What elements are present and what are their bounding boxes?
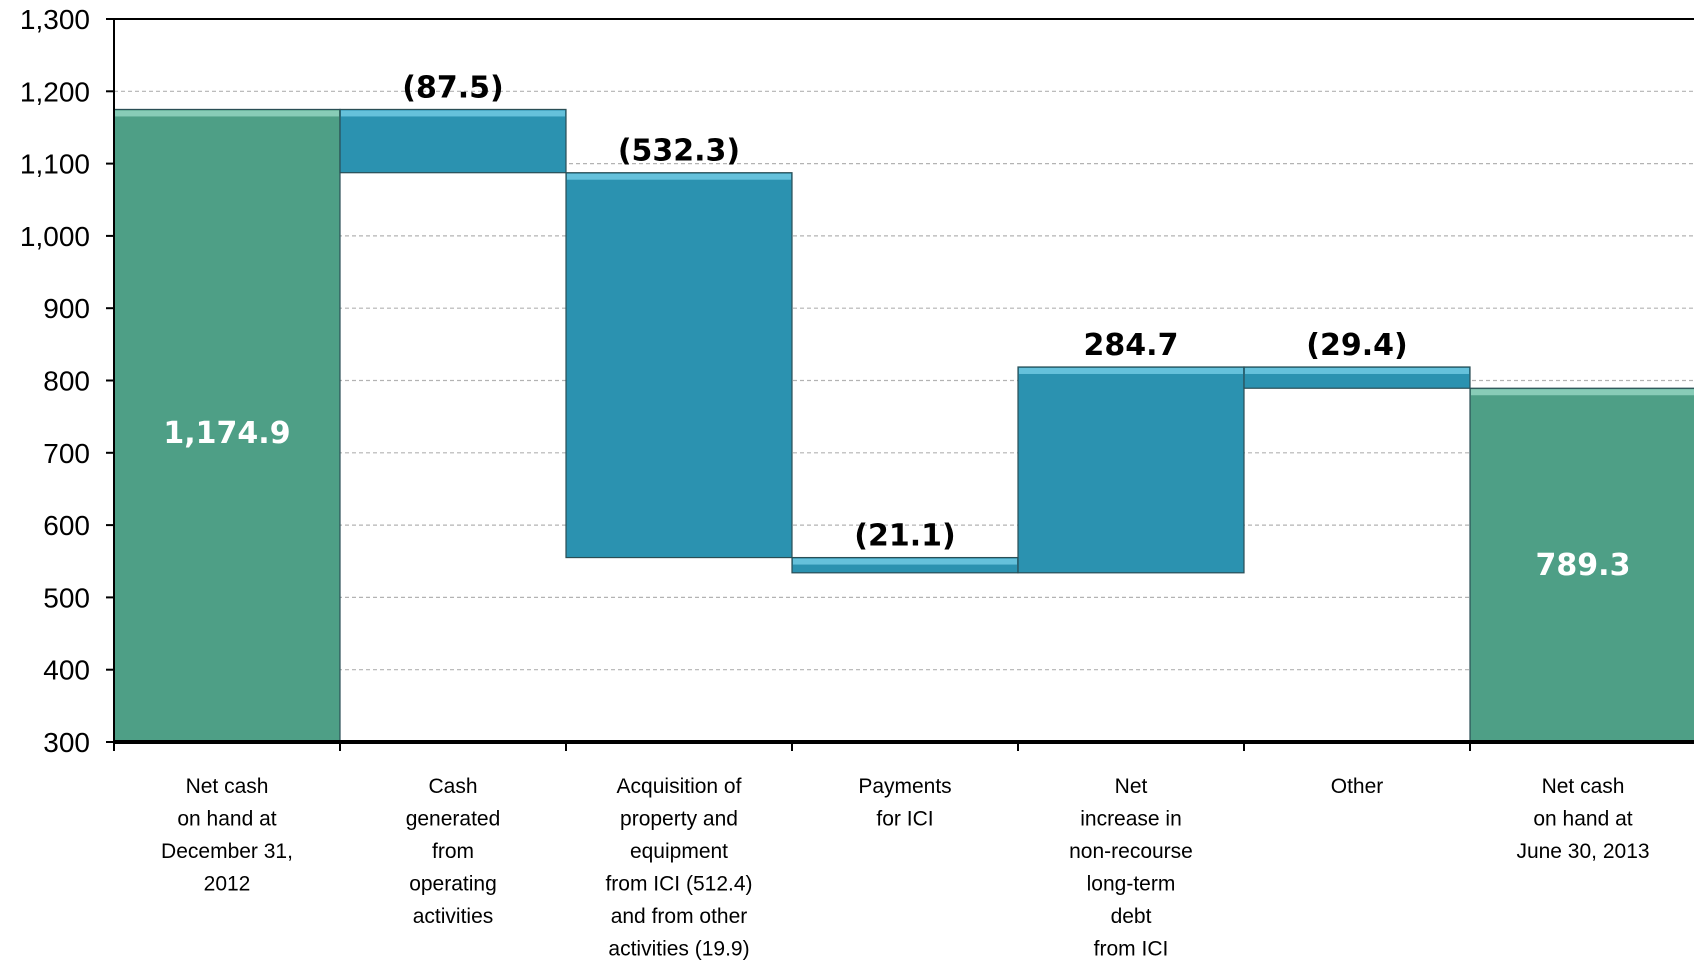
value-label: (29.4) (1306, 328, 1407, 363)
delta-bar (1017, 366, 1245, 574)
bar-bevel (1019, 367, 1243, 374)
category-label: Other (1331, 775, 1384, 798)
value-label: (532.3) (618, 134, 740, 169)
total-bar (1469, 387, 1694, 743)
bar-bevel (1245, 367, 1469, 374)
y-tick-label: 1,200 (20, 76, 90, 107)
category-label: Net cash on hand at December 31, 2012 (161, 775, 293, 896)
category-label: Net increase in non-recourse long-term debt f… (1069, 775, 1193, 960)
category-labels: Net cash on hand at December 31, 2012 Cash ge… (161, 775, 1650, 960)
y-tick-label: 300 (43, 727, 90, 758)
y-tick-label: 800 (43, 366, 90, 397)
value-label: (87.5) (402, 70, 503, 105)
category-label: Payments for ICI (858, 775, 951, 831)
y-tick-label: 600 (43, 510, 90, 541)
delta-bar (565, 172, 793, 559)
delta-bar (339, 108, 567, 174)
bar-bevel (1471, 389, 1694, 396)
y-tick-label: 1,300 (20, 4, 90, 35)
y-tick-label: 400 (43, 655, 90, 686)
y-tick-label: 900 (43, 293, 90, 324)
bars (113, 108, 1694, 743)
y-tick-label: 1,100 (20, 149, 90, 180)
y-axis-ticks: 300 400 500 600 700 800 900 1,000 1,100 1,200 1,30… (20, 4, 1471, 758)
y-tick-label: 1,000 (20, 221, 90, 252)
value-label: 1,174.9 (163, 416, 290, 451)
bar-bevel (793, 558, 1017, 565)
value-labels: 1,174.9 (87.5) (532.3) (21.1) 284.7 (29.4) 789… (163, 70, 1630, 583)
value-label: (21.1) (854, 519, 955, 554)
y-tick-label: 500 (43, 582, 90, 613)
y-tick-label: 700 (43, 438, 90, 469)
bar-bevel (567, 173, 791, 180)
bar-bevel (115, 110, 339, 117)
category-label: Acquisition of property and equipment from … (605, 775, 752, 960)
category-label: Net cash on hand at June 30, 2013 (1516, 775, 1649, 863)
category-label: Cash generated from operating activities (406, 775, 501, 928)
value-label: 789.3 (1536, 548, 1631, 583)
total-bar (113, 108, 341, 743)
value-label: 284.7 (1084, 328, 1179, 363)
bar-bevel (341, 110, 565, 117)
